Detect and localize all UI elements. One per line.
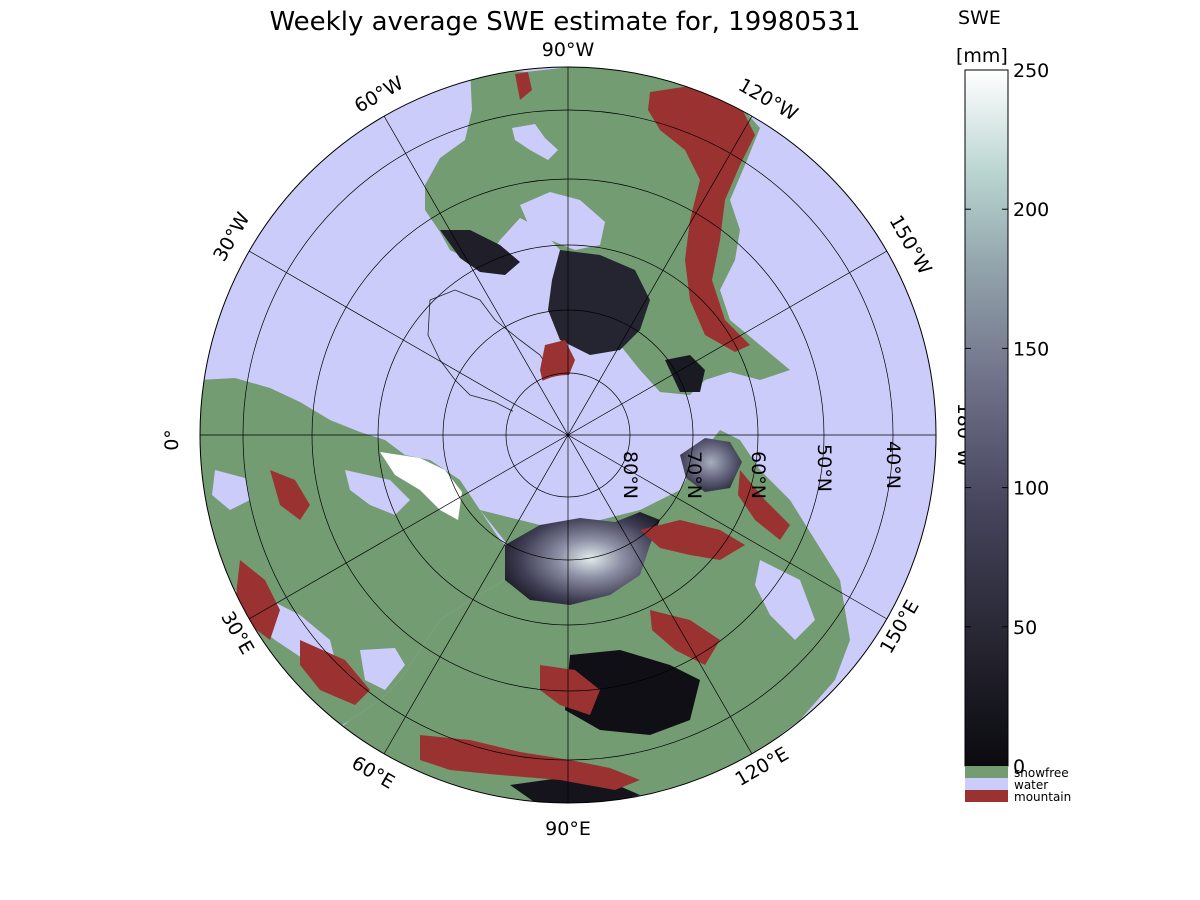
sea-of-okhotsk (755, 560, 815, 640)
meridian-150w-30e (248, 250, 888, 620)
lon-label-90w: 90°W (542, 39, 595, 61)
colorbar-tick-label: 100 (1013, 478, 1049, 500)
legend-label-water: water (1014, 778, 1048, 792)
lat-label-60n: 60°N (747, 451, 769, 499)
lat-label-80n: 80°N (619, 451, 641, 499)
legend-label-mountain: mountain (1014, 790, 1071, 804)
snow-siberia (505, 512, 660, 605)
lat-label-50n: 50°N (813, 444, 835, 492)
lat-label-70n: 70°N (683, 451, 705, 499)
uk-water (212, 470, 250, 510)
lon-label-90e: 90°E (545, 818, 591, 840)
land-asia (320, 430, 850, 803)
legend-swatch-snowfree (965, 766, 1008, 778)
snow-canada-archipelago (548, 250, 650, 355)
mountain-appalachian (515, 72, 532, 100)
colorbar-ticks: 0 50 100 150 200 250 (965, 60, 1049, 778)
hudson-bay (520, 192, 605, 250)
snow-canada-west (440, 230, 520, 275)
graticule (200, 67, 936, 803)
colorbar-unit: [mm] (956, 45, 1008, 67)
lon-label-60e: 60°E (348, 752, 399, 794)
mountain-scandinavia (270, 470, 310, 520)
latitude-labels: 80°N 70°N 60°N 50°N 40°N (619, 441, 904, 499)
legend-swatch-water (965, 778, 1008, 790)
map-disc (200, 67, 936, 803)
legend-label-snowfree: snowfree (1014, 766, 1069, 780)
colorbar-tick-label: 200 (1013, 199, 1049, 221)
colorbar-tick-label: 250 (1013, 60, 1049, 82)
colorbar-tick-label: 0 (1013, 756, 1025, 778)
mountain-alps (236, 560, 280, 640)
colorbar: SWE [mm] 0 50 100 150 200 250 (956, 7, 1049, 778)
colorbar-tick-label: 150 (1013, 338, 1049, 360)
legend-swatch-mountain (965, 790, 1008, 802)
mountain-himalaya (420, 735, 640, 790)
mountain-east-siberia (640, 520, 745, 560)
snow-alaska-north (665, 355, 705, 392)
colorbar-tick-label: 50 (1013, 617, 1037, 639)
mountain-kamchatka (738, 470, 790, 540)
black-sea (360, 648, 405, 690)
figure-title: Weekly average SWE estimate for, 1998053… (269, 7, 860, 37)
colorbar-gradient (964, 69, 1009, 767)
map-outline (199, 66, 937, 804)
snow-chukotka (680, 438, 742, 492)
baltic-sea (345, 470, 410, 515)
lon-label-0: 0° (161, 429, 183, 451)
great-lakes (512, 124, 558, 160)
snow-scandinavia (380, 452, 462, 520)
mountain-altai (540, 665, 600, 715)
lat-label-40n: 40°N (882, 441, 904, 489)
mountain-caucasus (300, 640, 370, 705)
colorbar-title: SWE (958, 7, 1001, 29)
